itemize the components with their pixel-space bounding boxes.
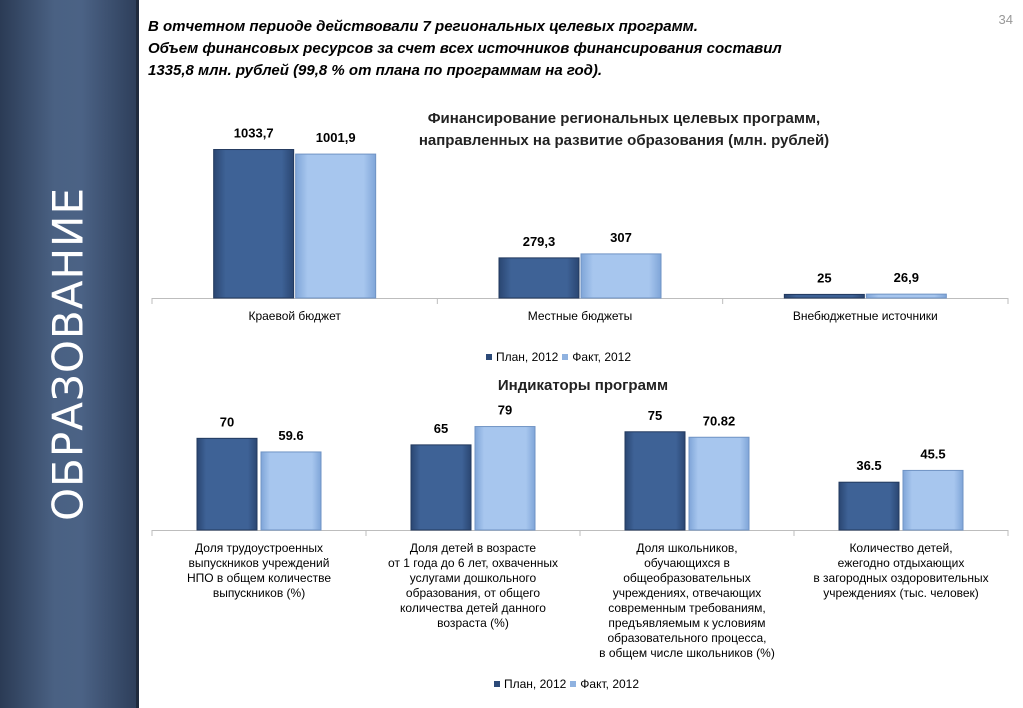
chart1-bar-fact <box>295 153 377 299</box>
legend-fact-swatch <box>570 681 577 687</box>
chart1-bar-plan <box>498 257 580 299</box>
chart1-legend: План, 2012 Факт, 2012 <box>486 350 631 364</box>
chart1-data-label: 1033,7 <box>234 126 274 141</box>
chart1-bar-fact <box>865 293 947 299</box>
chart2-title: Индикаторы программ <box>498 375 668 397</box>
sidebar: ОБРАЗОВАНИЕ <box>0 0 139 708</box>
intro-line: Объем финансовых ресурсов за счет всех и… <box>148 40 782 57</box>
chart1-data-label: 307 <box>610 230 632 245</box>
chart2-bar-fact <box>688 436 750 531</box>
chart2-data-label: 59.6 <box>278 428 303 443</box>
chart2-data-label: 70 <box>220 414 234 429</box>
chart2-category-label: Доля трудоустроенных выпускников учрежден… <box>186 541 332 600</box>
chart2-bar-plan <box>410 444 472 531</box>
legend-fact-label: Факт, 2012 <box>580 677 640 691</box>
chart2-bar-fact <box>260 451 322 531</box>
chart2-bar-plan <box>196 437 258 531</box>
chart1-data-label: 279,3 <box>523 234 556 249</box>
chart2-data-label: 75 <box>648 408 662 423</box>
chart2-bar-plan <box>624 431 686 531</box>
chart2-data-label: 45.5 <box>920 446 945 461</box>
legend-fact-swatch <box>562 354 569 360</box>
chart1-bar-fact <box>580 253 662 299</box>
intro-line: 1335,8 млн. рублей (99,8 % от плана по п… <box>148 62 603 79</box>
chart2-data-label: 65 <box>434 421 448 436</box>
chart2-category-label: Доля школьников, обучающихся в общеобразов… <box>599 541 775 660</box>
chart2-data-label: 70.82 <box>703 413 736 428</box>
chart2-category-label: Количество детей, ежегодно отдыхающих в за… <box>813 541 989 600</box>
intro-text: В отчетном периоде действовали 7 региона… <box>148 16 968 82</box>
chart2-category-label: Доля детей в возрасте от 1 года до 6 лет,… <box>388 541 558 630</box>
chart2-bar-fact <box>902 469 964 531</box>
chart1-category-label: Краевой бюджет <box>248 309 341 323</box>
legend-plan-swatch <box>494 681 500 687</box>
chart1-data-label: 25 <box>817 270 831 285</box>
legend-plan-label: План, 2012 <box>496 350 559 364</box>
chart2-bar-fact <box>474 426 536 531</box>
chart2-data-label: 79 <box>498 403 512 418</box>
chart1-data-label: 1001,9 <box>316 130 356 145</box>
chart2-legend: План, 2012 Факт, 2012 <box>494 677 639 691</box>
intro-line: В отчетном периоде действовали 7 региона… <box>148 18 698 35</box>
chart2-title-line: Индикаторы программ <box>497 377 669 394</box>
chart1-title-line: направленных на развитие образования (мл… <box>418 132 830 149</box>
chart1-bar-plan <box>783 293 865 299</box>
legend-plan-swatch <box>486 354 492 360</box>
legend-fact-label: Факт, 2012 <box>572 350 632 364</box>
chart2-data-label: 36.5 <box>856 458 881 473</box>
chart1-title: Финансирование региональных целевых прог… <box>419 108 829 152</box>
chart1-data-label: 26,9 <box>894 270 919 285</box>
page-number: 34 <box>998 12 1013 27</box>
chart1-title-line: Финансирование региональных целевых прог… <box>427 110 821 127</box>
chart2-bar-plan <box>838 481 900 531</box>
chart1-category-label: Местные бюджеты <box>527 309 633 323</box>
chart1-bar-plan <box>213 149 295 299</box>
legend-plan-label: План, 2012 <box>504 677 567 691</box>
chart1-category-label: Внебюджетные источники <box>792 309 938 323</box>
